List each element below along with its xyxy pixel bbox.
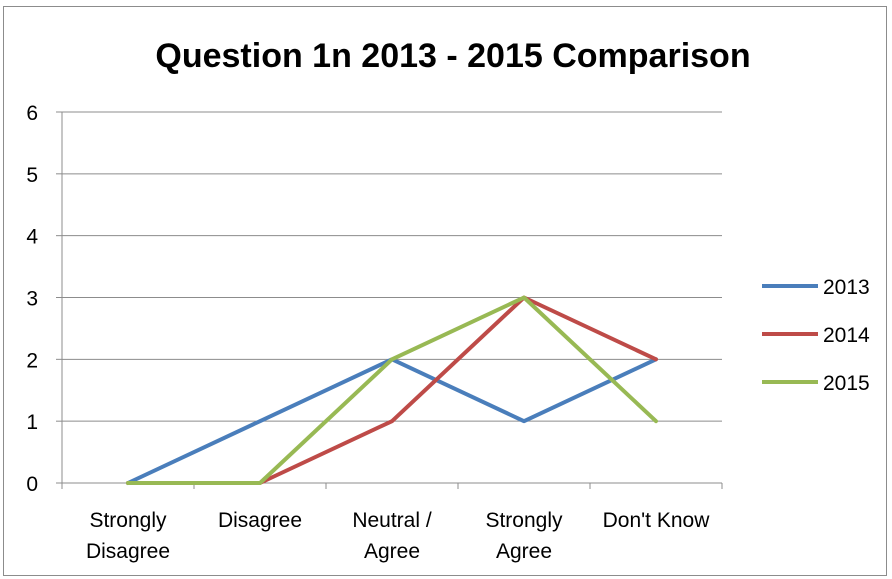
y-tick-label: 1 [26,411,38,434]
x-tick-label: Strongly Agree [485,509,563,563]
axes [56,111,723,489]
x-tick-label-line: Strongly [485,509,563,532]
y-tick-label: 3 [26,288,38,311]
x-tick-label: Neutral / Agree [352,509,432,563]
legend: 2013 2014 2015 [762,276,870,395]
legend-label: 2015 [823,372,870,395]
legend-label: 2013 [823,276,870,299]
y-tick-label: 6 [26,102,38,125]
x-tick-label: Strongly Disagree [86,509,170,563]
series-line-2015 [126,295,658,485]
x-tick-label: Disagree [218,509,302,532]
x-tick-label-line: Agree [496,540,552,563]
x-tick-label-line: Agree [364,540,420,563]
series-lines [126,295,658,485]
x-tick-label-line: Neutral / [352,509,432,532]
series-line-2014 [126,295,658,485]
chart-title: Question 1n 2013 - 2015 Comparison [155,37,750,75]
y-tick-label: 5 [26,164,38,187]
x-tick-label-line: Don't Know [603,509,711,532]
y-tick-label: 2 [26,349,38,372]
x-tick-label-line: Disagree [218,509,302,532]
x-tick-label-line: Strongly [89,509,167,532]
y-tick-label: 0 [26,473,38,496]
y-tick-label: 4 [26,226,38,249]
x-tick-label: Don't Know [603,509,711,532]
x-tick-label-line: Disagree [86,540,170,563]
gridlines [62,111,722,422]
legend-label: 2014 [823,324,870,347]
y-axis-ticks: 0 1 2 3 4 5 6 [26,102,38,496]
